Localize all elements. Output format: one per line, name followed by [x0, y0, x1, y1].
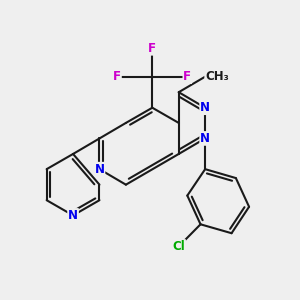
- Text: F: F: [148, 42, 156, 55]
- Text: N: N: [200, 132, 210, 145]
- Text: F: F: [113, 70, 121, 83]
- Text: N: N: [94, 163, 104, 176]
- Text: N: N: [68, 209, 78, 222]
- Text: N: N: [200, 101, 210, 114]
- Text: Cl: Cl: [172, 240, 185, 253]
- Text: F: F: [183, 70, 191, 83]
- Text: CH₃: CH₃: [205, 70, 229, 83]
